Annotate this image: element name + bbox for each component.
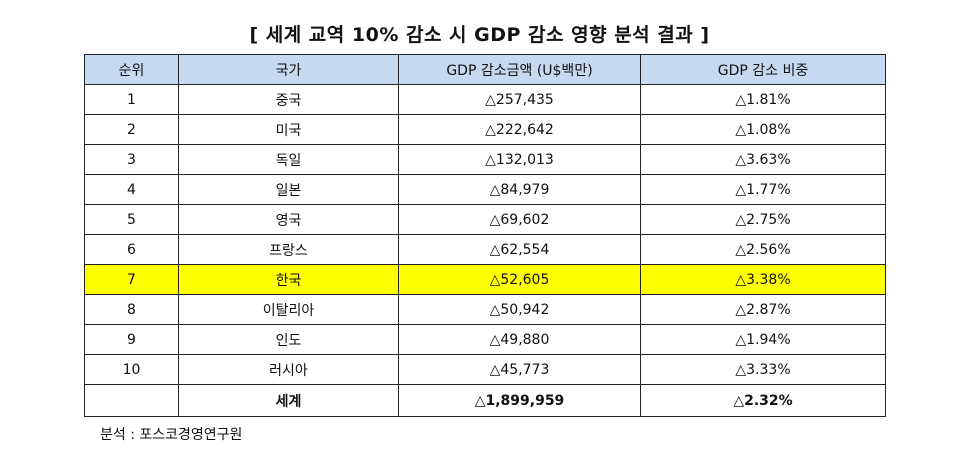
gdp-amount-cell: △69,602 [398,204,641,235]
country-cell: 영국 [178,204,399,235]
gdp-amount-cell: △62,554 [398,234,641,265]
gdp-share-cell: △1.94% [640,324,886,355]
country-cell: 한국 [178,264,399,295]
table-row: 10 러시아 △45,773 △3.33% [84,354,886,385]
table-row: 1 중국 △257,435 △1.81% [84,84,886,115]
gdp-share-cell: △3.33% [640,354,886,385]
gdp-amount-cell: △1,899,959 [398,384,641,417]
header-country: 국가 [178,54,399,85]
country-cell: 일본 [178,174,399,205]
table-row: 5 영국 △69,602 △2.75% [84,204,886,235]
header-gdp-amount: GDP 감소금액 (U$백만) [398,54,641,85]
rank-cell: 10 [84,354,179,385]
gdp-share-cell: △2.87% [640,294,886,325]
rank-cell: 6 [84,234,179,265]
gdp-amount-cell: △132,013 [398,144,641,175]
country-cell: 러시아 [178,354,399,385]
gdp-amount-cell: △52,605 [398,264,641,295]
gdp-amount-cell: △222,642 [398,114,641,145]
rank-cell: 9 [84,324,179,355]
rank-cell: 2 [84,114,179,145]
gdp-share-cell: △2.56% [640,234,886,265]
header-gdp-share: GDP 감소 비중 [640,54,886,85]
country-cell: 미국 [178,114,399,145]
gdp-amount-cell: △50,942 [398,294,641,325]
table-row-highlighted: 7 한국 △52,605 △3.38% [84,264,886,295]
table-row: 2 미국 △222,642 △1.08% [84,114,886,145]
rank-cell: 4 [84,174,179,205]
gdp-amount-cell: △84,979 [398,174,641,205]
rank-cell: 3 [84,144,179,175]
country-cell: 프랑스 [178,234,399,265]
country-cell: 이탈리아 [178,294,399,325]
table-row: 8 이탈리아 △50,942 △2.87% [84,294,886,325]
gdp-amount-cell: △49,880 [398,324,641,355]
rank-cell: 7 [84,264,179,295]
gdp-impact-table: 순위 국가 GDP 감소금액 (U$백만) GDP 감소 비중 1 중국 △25… [84,54,886,417]
rank-cell [84,384,179,417]
gdp-share-cell: △3.38% [640,264,886,295]
rank-cell: 8 [84,294,179,325]
source-note: 분석 : 포스코경영연구원 [100,427,243,443]
table-row: 3 독일 △132,013 △3.63% [84,144,886,175]
table-row: 9 인도 △49,880 △1.94% [84,324,886,355]
country-cell: 중국 [178,84,399,115]
gdp-share-cell: △2.75% [640,204,886,235]
country-cell: 세계 [178,384,399,417]
gdp-share-cell: △1.08% [640,114,886,145]
gdp-amount-cell: △257,435 [398,84,641,115]
gdp-share-cell: △2.32% [640,384,886,417]
table-title: [ 세계 교역 10% 감소 시 GDP 감소 영향 분석 결과 ] [249,24,710,46]
gdp-share-cell: △3.63% [640,144,886,175]
gdp-amount-cell: △45,773 [398,354,641,385]
rank-cell: 1 [84,84,179,115]
gdp-share-cell: △1.77% [640,174,886,205]
table-row: 6 프랑스 △62,554 △2.56% [84,234,886,265]
header-rank: 순위 [84,54,179,85]
table-row: 4 일본 △84,979 △1.77% [84,174,886,205]
rank-cell: 5 [84,204,179,235]
country-cell: 독일 [178,144,399,175]
header-row: 순위 국가 GDP 감소금액 (U$백만) GDP 감소 비중 [84,54,886,85]
gdp-share-cell: △1.81% [640,84,886,115]
total-row: 세계 △1,899,959 △2.32% [84,384,886,417]
country-cell: 인도 [178,324,399,355]
